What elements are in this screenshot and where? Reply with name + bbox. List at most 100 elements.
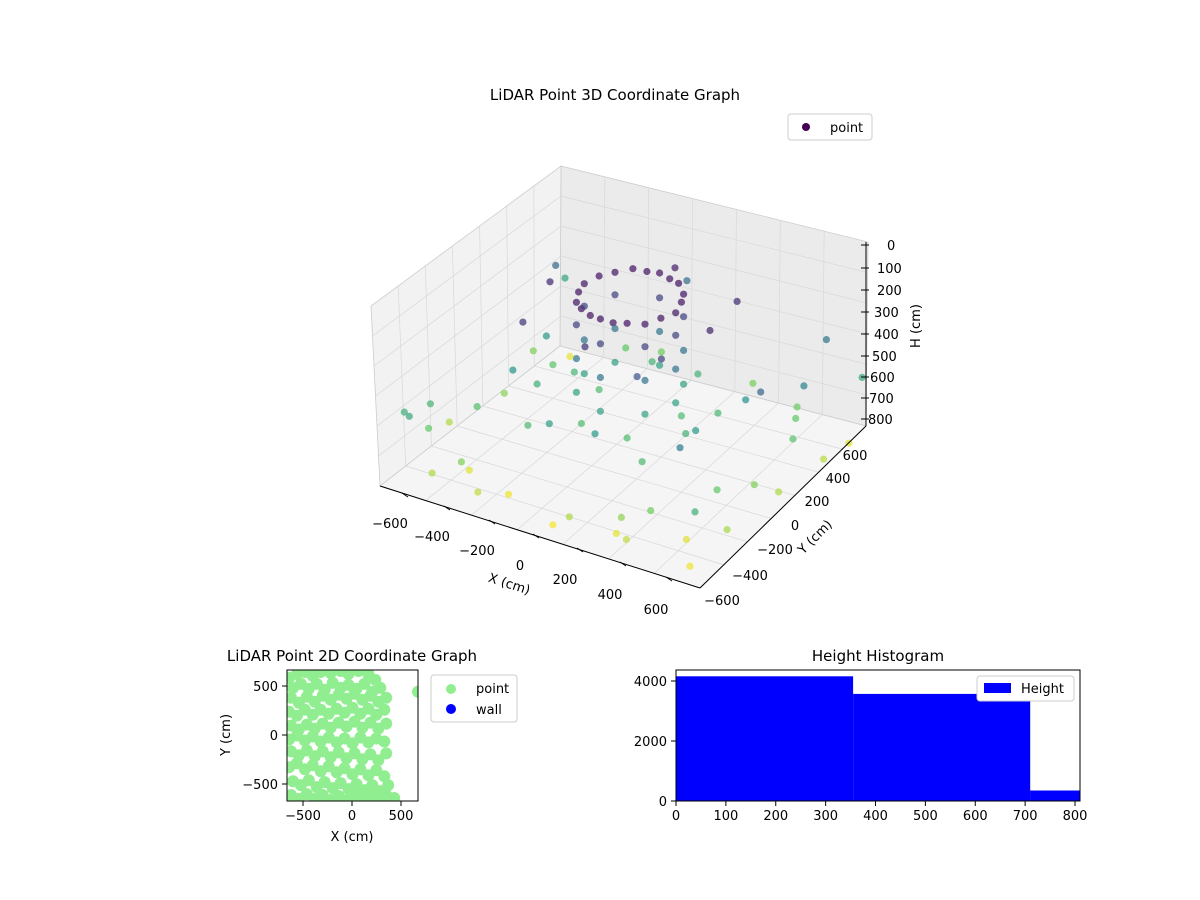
data-point (580, 302, 588, 310)
data-point (324, 670, 337, 679)
data-point (596, 407, 605, 415)
x-tick-label: 0 (516, 559, 524, 574)
data-point (611, 268, 619, 276)
data-point (542, 332, 551, 340)
data-point (581, 343, 589, 351)
chart-2d-legend: point wall (430, 674, 518, 723)
y-tick-label: −500 (242, 778, 278, 793)
chart-2d: LiDAR Point 2D Coordinate Graph −500 0 5… (219, 647, 518, 845)
legend-box (787, 113, 873, 141)
data-point (672, 331, 680, 339)
z-tick-label: 800 (868, 413, 893, 428)
x-tick-label: −400 (414, 530, 450, 545)
data-point (672, 365, 680, 373)
chart-2d-y-label: Y (cm) (219, 714, 234, 757)
data-point (686, 562, 694, 570)
data-point (789, 435, 797, 443)
chart-3d-panes (370, 165, 869, 589)
data-point (657, 314, 665, 322)
x-tick-mark (619, 561, 627, 567)
y-tick-label: 600 (843, 449, 868, 464)
data-point (611, 358, 619, 366)
x-tick-mark (576, 547, 584, 553)
data-point (643, 267, 651, 276)
data-point (750, 481, 758, 489)
data-point (714, 409, 722, 417)
histogram-bar (1030, 790, 1080, 801)
histogram-title: Height Histogram (812, 647, 944, 665)
data-point (552, 261, 560, 269)
y-ticks-3d: −600 −400 −200 0 200 400 600 (704, 449, 867, 609)
x-tick-label: 700 (1013, 809, 1038, 824)
x-tick-label: −600 (372, 517, 408, 532)
x-tick-label: 100 (713, 809, 738, 824)
legend-marker-point (446, 684, 456, 694)
z-tick-label: 600 (870, 371, 895, 386)
data-point (565, 513, 573, 521)
x-tick-label: 600 (963, 809, 988, 824)
data-point (426, 400, 434, 408)
grid-line (431, 445, 748, 543)
histogram-bar (853, 693, 1031, 801)
data-point (629, 265, 637, 273)
data-point (666, 275, 674, 283)
data-point (457, 458, 465, 466)
data-point (465, 466, 473, 474)
legend-box (976, 675, 1075, 702)
data-point (793, 403, 801, 411)
grid-line (482, 405, 795, 496)
data-point (656, 327, 664, 336)
data-point (691, 508, 699, 516)
x-tick-label: −500 (285, 809, 321, 824)
legend-label-wall: wall (476, 703, 502, 718)
data-point (609, 319, 617, 327)
data-point (622, 344, 630, 352)
data-point (302, 774, 315, 787)
data-point (822, 336, 831, 344)
data-point (509, 366, 517, 374)
x-tick-mark (488, 519, 496, 525)
data-point (675, 279, 683, 287)
grid-line (372, 195, 562, 337)
data-point (775, 488, 783, 496)
y-tick-label: 0 (270, 729, 278, 744)
y-axis-line (699, 425, 867, 589)
z-tick-label: 100 (877, 262, 902, 277)
z-axis-label-3d: H (cm) (909, 304, 924, 348)
data-point (372, 754, 385, 767)
data-point (428, 469, 436, 477)
data-point (388, 792, 401, 801)
z-tick-label: 300 (874, 306, 899, 321)
data-point (596, 340, 605, 348)
x-tick-label: 200 (763, 809, 788, 824)
data-point (405, 412, 413, 420)
data-point (706, 326, 714, 335)
data-point (749, 379, 757, 387)
data-point (677, 298, 686, 306)
x-tick-label: 400 (863, 809, 888, 824)
z-tick-label: 500 (872, 350, 897, 365)
x-tick-label: 500 (389, 809, 414, 824)
data-point (680, 380, 688, 388)
chart-2d-points (287, 670, 418, 801)
y-tick-label: 500 (253, 680, 278, 695)
chart-2d-title: LiDAR Point 2D Coordinate Graph (227, 647, 477, 665)
data-point (611, 291, 619, 299)
x-axis-line (379, 485, 701, 589)
data-point (572, 355, 581, 363)
data-point (657, 348, 666, 356)
y-axis-label-3d: Y (cm) (795, 517, 836, 558)
data-point (683, 277, 691, 285)
legend-label-height: Height (1021, 682, 1064, 697)
data-point (676, 444, 684, 452)
data-point (314, 670, 327, 678)
data-point (682, 430, 690, 438)
z-tick-label: 0 (887, 239, 895, 254)
y-tick-label: −400 (732, 569, 768, 584)
y-tick-label: 4000 (634, 675, 667, 690)
data-point (545, 420, 553, 428)
data-point (656, 269, 664, 277)
chart-2d-x-label: X (cm) (331, 830, 374, 845)
grid-line (457, 425, 772, 519)
data-point (572, 388, 581, 396)
